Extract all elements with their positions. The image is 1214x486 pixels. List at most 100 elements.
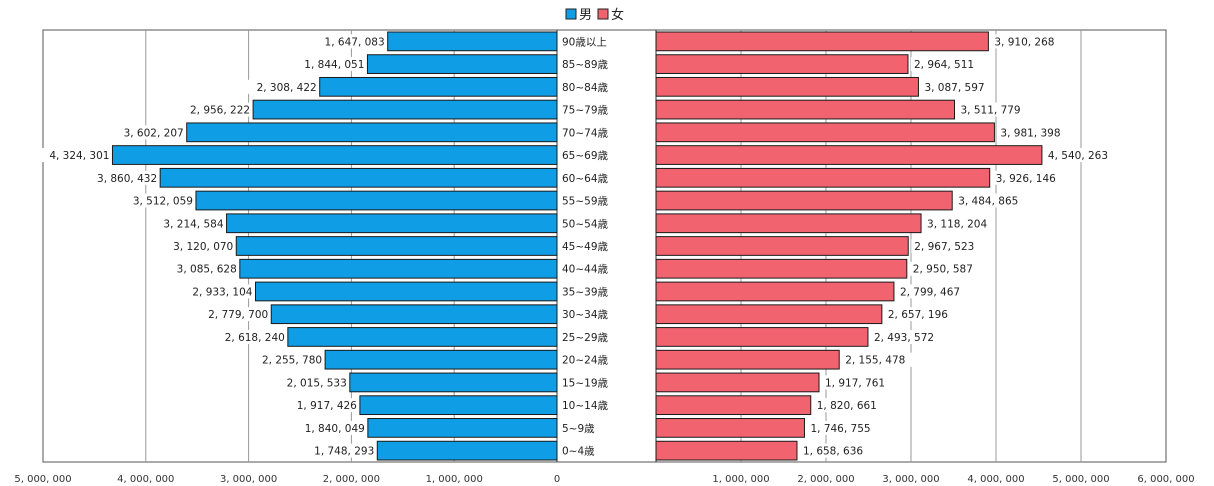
bar-female bbox=[655, 213, 922, 234]
data-label-bg-male bbox=[304, 443, 375, 458]
bar-male bbox=[226, 213, 558, 234]
data-label-bg-male bbox=[163, 239, 234, 253]
data-label-female: 3, 118, 204 bbox=[927, 218, 987, 230]
data-label-female: 2, 799, 467 bbox=[900, 286, 960, 298]
data-label-male: 1, 840, 049 bbox=[305, 423, 365, 435]
data-label-female: 2, 950, 587 bbox=[913, 264, 973, 276]
category-label: 40~44歳 bbox=[562, 264, 609, 276]
bar-male bbox=[252, 99, 558, 120]
data-label-female: 3, 484, 865 bbox=[958, 196, 1018, 208]
category-label: 25~29歳 bbox=[562, 332, 609, 344]
bar-female bbox=[655, 31, 989, 52]
data-label-bg-male bbox=[276, 375, 347, 390]
data-label-female: 1, 917, 761 bbox=[825, 377, 885, 389]
data-label-female: 4, 540, 263 bbox=[1048, 150, 1108, 162]
bar-male bbox=[235, 236, 558, 256]
data-label-bg-female bbox=[997, 125, 1068, 140]
bar-male bbox=[367, 418, 558, 438]
data-label-bg-male bbox=[87, 170, 158, 185]
bar-male bbox=[349, 372, 558, 393]
data-label-female: 3, 981, 398 bbox=[1000, 127, 1060, 139]
x-tick-label-right: 4, 000, 000 bbox=[967, 474, 1024, 485]
x-tick-label-right: 6, 000, 000 bbox=[1137, 474, 1194, 485]
legend-swatch-female bbox=[597, 8, 609, 20]
legend-label-male: 男 bbox=[579, 8, 592, 23]
data-label-bg-male bbox=[182, 284, 253, 299]
category-label: 5~9歳 bbox=[562, 423, 595, 435]
data-label-bg-male bbox=[314, 34, 385, 49]
bar-female bbox=[655, 349, 840, 370]
data-label-female: 2, 967, 523 bbox=[914, 241, 974, 253]
data-label-bg-female bbox=[884, 307, 955, 322]
data-label-bg-male bbox=[153, 216, 224, 231]
data-label-bg-female bbox=[924, 216, 995, 231]
data-label-bg-male bbox=[113, 125, 184, 140]
bar-male bbox=[159, 167, 558, 188]
data-label-bg-female bbox=[911, 239, 982, 253]
category-label: 55~59歳 bbox=[562, 196, 609, 208]
bar-male bbox=[359, 395, 558, 416]
data-label-male: 4, 324, 301 bbox=[49, 150, 109, 162]
data-label-male: 1, 917, 426 bbox=[297, 400, 357, 412]
bar-male bbox=[270, 304, 558, 325]
category-label: 50~54歳 bbox=[562, 218, 609, 230]
category-label: 65~69歳 bbox=[562, 150, 609, 162]
data-label-female: 3, 926, 146 bbox=[996, 173, 1056, 185]
data-label-female: 3, 910, 268 bbox=[994, 36, 1054, 48]
data-label-male: 3, 214, 584 bbox=[163, 218, 223, 230]
x-tick-label-left: 3, 000, 000 bbox=[220, 474, 277, 485]
bar-female bbox=[655, 236, 909, 256]
x-tick-label-left: 4, 000, 000 bbox=[117, 474, 174, 485]
bar-male bbox=[195, 190, 558, 211]
data-label-male: 2, 255, 780 bbox=[262, 355, 322, 367]
data-label-female: 2, 155, 478 bbox=[845, 355, 905, 367]
data-label-male: 3, 120, 070 bbox=[173, 241, 233, 253]
x-tick-label-right: 5, 000, 000 bbox=[1052, 474, 1109, 485]
category-label: 30~34歳 bbox=[562, 309, 609, 321]
legend: 男 女 bbox=[565, 7, 624, 23]
x-tick-label-right: 3, 000, 000 bbox=[882, 474, 939, 485]
bar-male bbox=[319, 76, 558, 97]
bar-female bbox=[655, 327, 869, 347]
data-label-male: 2, 779, 700 bbox=[208, 309, 268, 321]
data-label-male: 2, 015, 533 bbox=[287, 377, 347, 389]
data-label-bg-male bbox=[214, 329, 285, 344]
data-label-bg-male bbox=[198, 307, 269, 322]
category-label: 85~89歳 bbox=[562, 59, 609, 71]
bar-female bbox=[655, 167, 991, 188]
category-label: 70~74歳 bbox=[562, 127, 609, 139]
legend-swatch-male bbox=[565, 8, 577, 20]
data-label-male: 1, 748, 293 bbox=[314, 446, 374, 458]
bar-male bbox=[366, 54, 558, 74]
x-tick-label-right: 2, 000, 000 bbox=[797, 474, 854, 485]
bar-male bbox=[287, 327, 558, 347]
x-tick-label-right: 1, 000, 000 bbox=[712, 474, 769, 485]
bar-female bbox=[655, 372, 820, 393]
data-label-bg-female bbox=[992, 170, 1063, 185]
data-label-male: 2, 933, 104 bbox=[192, 286, 252, 298]
bar-male bbox=[376, 440, 558, 461]
legend-label-female: 女 bbox=[611, 7, 624, 23]
bar-male bbox=[111, 145, 558, 165]
data-label-bg-male bbox=[294, 420, 365, 435]
bar-male bbox=[387, 31, 558, 52]
data-label-female: 3, 087, 597 bbox=[924, 82, 984, 94]
data-label-female: 2, 964, 511 bbox=[914, 59, 974, 71]
category-label: 90歳以上 bbox=[562, 36, 607, 48]
bar-female bbox=[655, 190, 953, 211]
category-label: 10~14歳 bbox=[562, 400, 609, 412]
data-label-male: 3, 860, 432 bbox=[97, 173, 157, 185]
bar-female bbox=[655, 76, 919, 97]
data-label-bg-female bbox=[991, 34, 1062, 49]
data-label-bg-female bbox=[799, 443, 870, 458]
data-label-bg-female bbox=[822, 375, 893, 390]
data-label-bg-female bbox=[813, 398, 884, 413]
data-label-bg-female bbox=[1044, 148, 1115, 163]
data-label-bg-male bbox=[180, 102, 251, 117]
data-label-bg-female bbox=[957, 102, 1028, 117]
data-label-male: 1, 844, 051 bbox=[304, 59, 364, 71]
data-label-bg-male bbox=[166, 261, 237, 276]
data-label-male: 1, 647, 083 bbox=[325, 36, 385, 48]
category-label: 15~19歳 bbox=[562, 377, 609, 389]
